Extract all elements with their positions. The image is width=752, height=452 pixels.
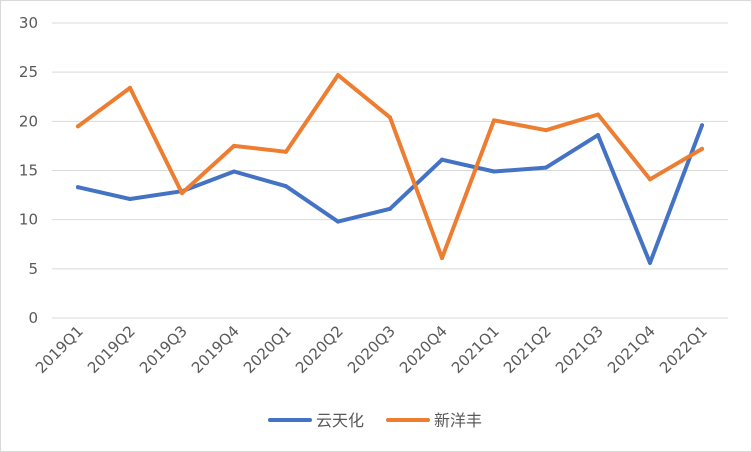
x-tick-label: 2019Q3 bbox=[136, 322, 191, 377]
x-tick-label: 2021Q1 bbox=[448, 322, 503, 377]
y-axis-ticks: 0 5 10 15 20 25 30 bbox=[19, 14, 38, 327]
data-point bbox=[284, 149, 288, 154]
series-line-0 bbox=[76, 123, 704, 265]
y-tick-label: 15 bbox=[19, 162, 38, 180]
series-line-1 bbox=[76, 73, 704, 260]
data-point bbox=[128, 197, 132, 202]
y-tick-label: 30 bbox=[19, 14, 38, 32]
gridlines bbox=[52, 22, 728, 319]
data-point bbox=[76, 124, 80, 129]
x-axis-ticks: 2019Q12019Q22019Q32019Q42020Q12020Q22020… bbox=[32, 322, 711, 377]
y-tick-label: 5 bbox=[28, 260, 38, 278]
data-point bbox=[648, 260, 652, 265]
data-point bbox=[492, 169, 496, 174]
data-point bbox=[700, 123, 704, 128]
data-point bbox=[336, 219, 340, 224]
data-point bbox=[336, 73, 340, 78]
data-point bbox=[544, 165, 548, 170]
legend-label: 新洋丰 bbox=[434, 411, 482, 430]
y-tick-label: 20 bbox=[19, 112, 38, 130]
data-point bbox=[232, 143, 236, 148]
data-point bbox=[128, 85, 132, 90]
x-tick-label: 2019Q4 bbox=[188, 322, 243, 377]
data-point bbox=[648, 177, 652, 182]
data-point bbox=[596, 133, 600, 138]
series-lines bbox=[76, 73, 704, 265]
data-point bbox=[596, 112, 600, 117]
data-point bbox=[492, 118, 496, 123]
legend-label: 云天化 bbox=[316, 411, 364, 430]
x-tick-label: 2022Q1 bbox=[656, 322, 711, 377]
legend: 云天化 新洋丰 bbox=[268, 411, 482, 430]
data-point bbox=[284, 184, 288, 189]
data-point bbox=[440, 256, 444, 261]
y-tick-label: 0 bbox=[28, 309, 38, 327]
x-tick-label: 2020Q3 bbox=[344, 322, 399, 377]
x-tick-label: 2019Q2 bbox=[84, 322, 139, 377]
x-tick-label: 2021Q4 bbox=[604, 322, 659, 377]
data-point bbox=[388, 115, 392, 120]
x-tick-label: 2019Q1 bbox=[32, 322, 87, 377]
x-tick-label: 2020Q1 bbox=[240, 322, 295, 377]
data-point bbox=[180, 191, 184, 196]
data-point bbox=[388, 206, 392, 211]
x-tick-label: 2021Q3 bbox=[552, 322, 607, 377]
data-point bbox=[544, 128, 548, 133]
data-point bbox=[440, 157, 444, 162]
x-tick-label: 2020Q4 bbox=[396, 322, 451, 377]
y-tick-label: 25 bbox=[19, 63, 38, 81]
data-point bbox=[232, 169, 236, 174]
data-point bbox=[700, 146, 704, 151]
y-tick-label: 10 bbox=[19, 211, 38, 229]
x-tick-label: 2020Q2 bbox=[292, 322, 347, 377]
data-point bbox=[76, 185, 80, 190]
x-tick-label: 2021Q2 bbox=[500, 322, 555, 377]
